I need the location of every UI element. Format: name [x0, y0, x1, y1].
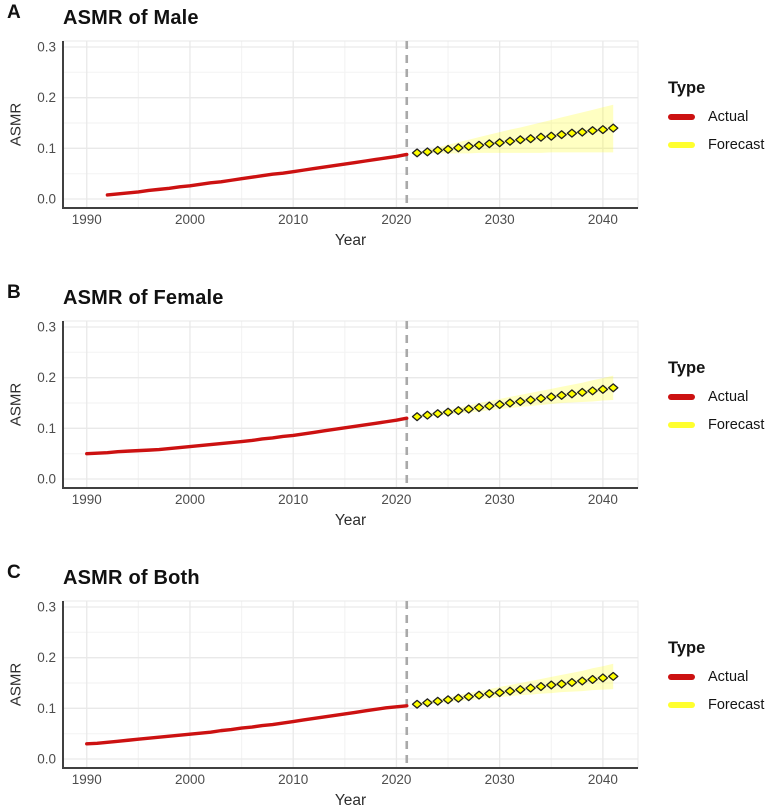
svg-text:2020: 2020: [381, 772, 411, 787]
legend-item-actual: Actual: [668, 669, 766, 685]
panel-letter: B: [7, 282, 21, 303]
legend-label-forecast: Forecast: [708, 137, 765, 153]
panel-letter: C: [7, 562, 21, 583]
svg-text:2040: 2040: [588, 492, 618, 507]
svg-text:2010: 2010: [278, 772, 308, 787]
svg-text:2010: 2010: [278, 212, 308, 227]
chart-canvas-male: 1990 2000 2010 2020 2030 2040 0.0 0.1 0.2 0.3: [37, 40, 639, 227]
svg-text:2000: 2000: [175, 492, 205, 507]
panel-title: ASMR of Female: [63, 287, 224, 309]
legend-label-actual: Actual: [708, 389, 749, 405]
svg-text:0.1: 0.1: [37, 701, 56, 716]
legend-item-forecast: Forecast: [668, 137, 766, 153]
svg-text:0.1: 0.1: [37, 141, 56, 156]
legend-label-actual: Actual: [708, 669, 749, 685]
legend-item-forecast: Forecast: [668, 417, 766, 433]
panel-asmr-both: C ASMR of Both ASMR 1990 2000 2010 2020 2030…: [0, 542, 766, 811]
legend-title: Type: [668, 639, 706, 657]
panel-asmr-female: B ASMR of Female ASMR 1990 2000 2010 2020 20…: [0, 272, 766, 542]
svg-text:2040: 2040: [588, 212, 618, 227]
svg-text:0.1: 0.1: [37, 421, 56, 436]
legend-title: Type: [668, 359, 706, 377]
svg-text:2030: 2030: [485, 492, 515, 507]
panel-asmr-male: A ASMR of Male ASMR 1990 2000 2010 2020 2030…: [0, 0, 766, 272]
legend: Type Actual Forecast: [656, 639, 766, 725]
svg-text:0.0: 0.0: [37, 192, 56, 207]
x-axis-label: Year: [334, 512, 367, 529]
legend: Type Actual Forecast: [656, 359, 766, 445]
svg-text:0.2: 0.2: [37, 370, 56, 385]
x-axis-label: Year: [334, 792, 367, 809]
actual-line-swatch: [668, 674, 695, 680]
legend-item-actual: Actual: [668, 109, 766, 125]
svg-text:0.2: 0.2: [37, 650, 56, 665]
svg-text:2000: 2000: [175, 772, 205, 787]
legend-item-forecast: Forecast: [668, 697, 766, 713]
svg-text:2020: 2020: [381, 492, 411, 507]
panel-title: ASMR of Male: [63, 7, 199, 29]
panel-letter: A: [7, 2, 21, 23]
svg-text:0.3: 0.3: [37, 600, 56, 615]
svg-text:0.3: 0.3: [37, 40, 56, 55]
legend-label-forecast: Forecast: [708, 417, 765, 433]
legend-title: Type: [668, 79, 706, 97]
legend-item-actual: Actual: [668, 389, 766, 405]
svg-text:0.0: 0.0: [37, 472, 56, 487]
svg-text:1990: 1990: [72, 772, 102, 787]
legend-label-actual: Actual: [708, 109, 749, 125]
svg-text:2030: 2030: [485, 772, 515, 787]
svg-text:2030: 2030: [485, 212, 515, 227]
svg-text:0.0: 0.0: [37, 752, 56, 767]
svg-text:1990: 1990: [72, 212, 102, 227]
svg-text:2020: 2020: [381, 212, 411, 227]
legend: Type Actual Forecast: [656, 79, 766, 165]
forecast-line-swatch: [668, 142, 695, 148]
svg-text:2010: 2010: [278, 492, 308, 507]
forecast-line-swatch: [668, 422, 695, 428]
legend-label-forecast: Forecast: [708, 697, 765, 713]
actual-line-swatch: [668, 394, 695, 400]
forecast-line-swatch: [668, 702, 695, 708]
actual-line-swatch: [668, 114, 695, 120]
panel-title: ASMR of Both: [63, 567, 200, 589]
svg-text:1990: 1990: [72, 492, 102, 507]
svg-text:0.3: 0.3: [37, 320, 56, 335]
x-axis-label: Year: [334, 232, 367, 249]
chart-canvas-both: 1990 2000 2010 2020 2030 2040 0.0 0.1 0.2 0.3: [37, 600, 639, 787]
chart-canvas-female: 1990 2000 2010 2020 2030 2040 0.0 0.1 0.2 0.3: [37, 320, 639, 507]
svg-text:2040: 2040: [588, 772, 618, 787]
svg-text:0.2: 0.2: [37, 90, 56, 105]
svg-text:2000: 2000: [175, 212, 205, 227]
